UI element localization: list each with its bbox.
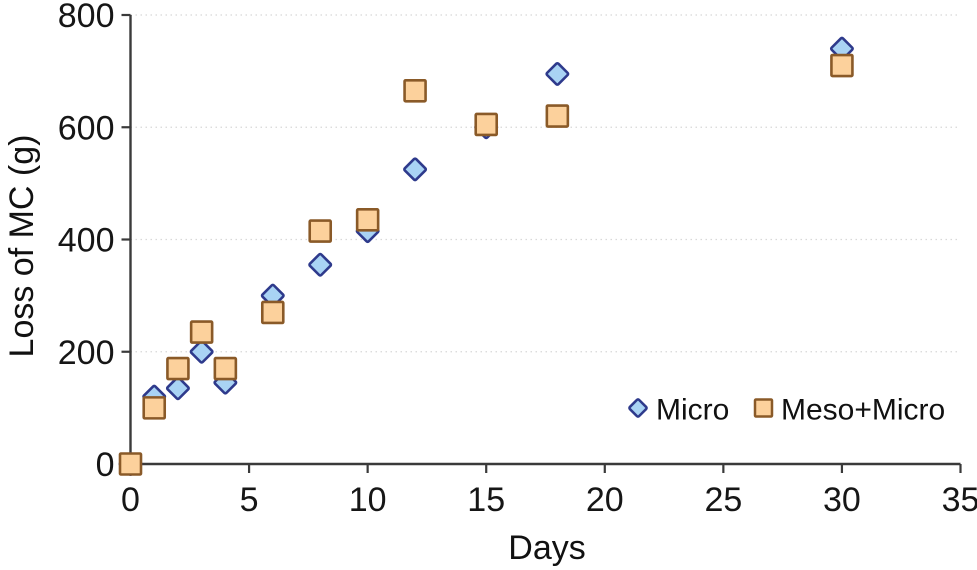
series-meso-micro (118, 53, 854, 476)
data-point-meso-micro (260, 300, 285, 325)
data-point-meso-micro (118, 452, 143, 476)
data-point-meso-micro (308, 219, 333, 243)
gridlines (130, 14, 961, 353)
meso-micro-marker-icon (753, 398, 774, 418)
micro-marker-icon (628, 398, 648, 418)
x-tick-label: 15 (467, 481, 505, 519)
data-point-micro (403, 157, 428, 182)
data-point-meso-micro (474, 112, 499, 137)
x-tick-label: 20 (586, 481, 624, 519)
data-point-meso-micro (355, 208, 380, 232)
legend: Micro Meso+Micro (628, 394, 945, 427)
data-point-micro (189, 339, 214, 364)
data-point-meso-micro (166, 356, 190, 381)
legend-label-meso-micro: Meso+Micro (781, 394, 945, 427)
data-point-meso-micro (213, 356, 238, 381)
data-point-meso-micro (545, 104, 570, 128)
x-tick-label: 30 (823, 481, 861, 519)
data-point-micro (165, 376, 190, 401)
x-tick-label: 25 (704, 481, 742, 519)
y-tick-label: 400 (58, 222, 115, 260)
y-tick-label: 200 (58, 334, 115, 372)
x-tick-label: 10 (349, 481, 387, 519)
y-axis-title: Loss of MC (g) (3, 135, 41, 358)
x-tick-labels: 0 5 10 15 20 25 30 35 (121, 481, 977, 519)
x-tick-label: 0 (121, 481, 140, 519)
y-tick-labels: 0 200 400 600 800 (58, 0, 115, 484)
x-tick-label: 35 (942, 481, 977, 519)
x-axis-title: Days (508, 529, 585, 567)
legend-label-micro: Micro (656, 394, 729, 427)
data-point-meso-micro (142, 396, 167, 420)
data-point-meso-micro (830, 53, 854, 78)
data-point-meso-micro (403, 78, 427, 103)
data-point-micro (308, 252, 333, 277)
series-micro (118, 36, 854, 476)
y-tick-label: 0 (96, 446, 115, 484)
x-tick-label: 5 (240, 481, 259, 519)
y-tick-label: 600 (58, 109, 115, 147)
y-tick-label: 800 (58, 0, 115, 35)
data-point-meso-micro (189, 320, 214, 344)
data-point-micro (545, 61, 570, 86)
